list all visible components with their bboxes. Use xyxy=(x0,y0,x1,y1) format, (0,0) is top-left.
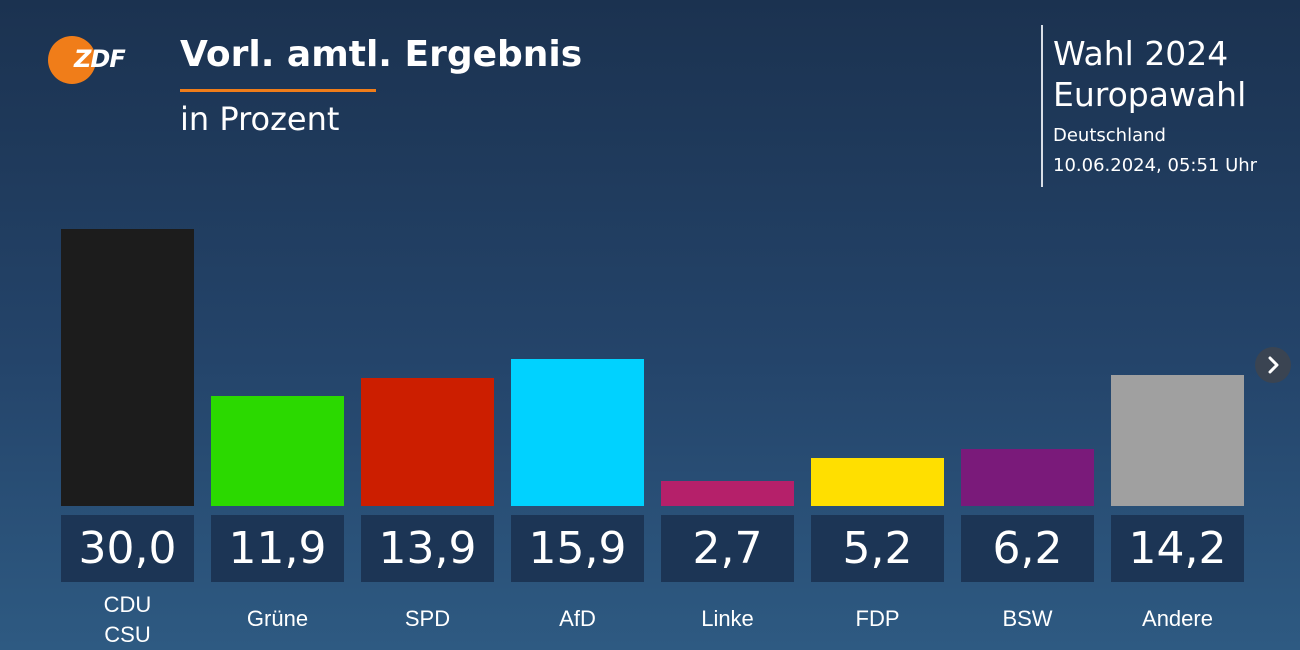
region: Deutschland xyxy=(1053,125,1166,146)
timestamp: 10.06.2024, 05:51 Uhr xyxy=(1053,155,1258,176)
value-label: 2,7 xyxy=(661,515,794,582)
bar xyxy=(661,481,794,506)
bar xyxy=(211,396,344,506)
value-label: 5,2 xyxy=(811,515,944,582)
value-label: 14,2 xyxy=(1111,515,1244,582)
category-label: CDU CSU xyxy=(103,592,152,647)
bar xyxy=(1111,374,1244,506)
category-label: AfD xyxy=(559,606,596,631)
bar xyxy=(511,359,644,506)
title-underline xyxy=(180,89,376,92)
bar xyxy=(361,377,494,506)
category-label: Grüne xyxy=(246,606,309,631)
next-button[interactable] xyxy=(1255,347,1291,383)
election-year: Wahl 2024 xyxy=(1053,34,1229,73)
category-label: BSW xyxy=(1002,606,1053,631)
logo xyxy=(48,36,96,84)
bar xyxy=(811,457,944,506)
category-label: Andere xyxy=(1142,606,1213,631)
category-label: FDP xyxy=(855,606,900,631)
subtitle: in Prozent xyxy=(180,100,340,138)
bar xyxy=(961,448,1094,506)
value-label: 6,2 xyxy=(961,515,1094,582)
logo-text: ZDF xyxy=(74,45,126,73)
value-label: 11,9 xyxy=(211,515,344,582)
bar xyxy=(61,229,194,506)
category-label: SPD xyxy=(404,606,451,631)
title: Vorl. amtl. Ergebnis xyxy=(180,34,583,75)
value-label: 13,9 xyxy=(361,515,494,582)
election-name: Europawahl xyxy=(1053,75,1247,114)
value-label: 30,0 xyxy=(61,515,194,582)
next-icon xyxy=(1268,356,1279,374)
value-label: 15,9 xyxy=(511,515,644,582)
divider xyxy=(1041,25,1043,187)
category-label: Linke xyxy=(701,606,754,631)
